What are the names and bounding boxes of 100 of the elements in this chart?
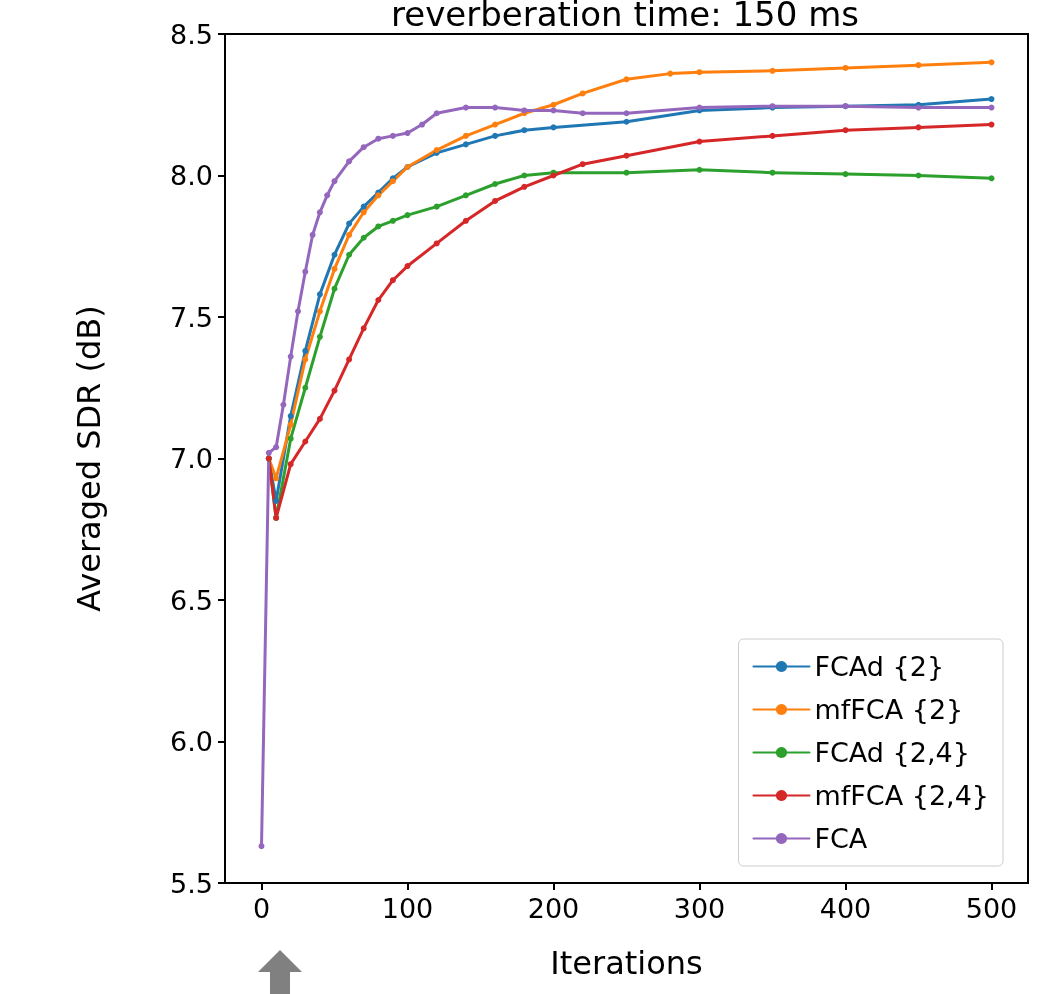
y-tick-label: 6.5 [170,584,213,616]
point [462,104,469,111]
point [915,62,922,69]
point [404,212,411,219]
point [360,234,367,241]
x-tick-label: 500 [965,893,1018,924]
point [389,132,396,139]
point [360,325,367,332]
point [492,180,499,187]
point [579,110,586,117]
x-tick-label: 300 [673,893,726,924]
point [346,231,353,238]
point [346,251,353,258]
point [324,192,331,199]
y-axis-title: Averaged SDR (dB) [70,305,108,612]
point [521,183,528,190]
point [419,121,426,128]
y-tick-label: 8.0 [170,160,213,191]
point [316,291,323,298]
point [287,435,294,442]
point [492,104,499,111]
point [389,277,396,284]
point [988,59,995,66]
point [988,104,995,111]
y-tick-label: 8.5 [170,18,213,50]
point [915,172,922,179]
point [360,209,367,216]
point [988,96,995,103]
point [433,203,440,210]
point [258,843,265,850]
legend-label: FCA [814,823,868,854]
point [346,356,353,363]
x-tick-label: 100 [381,893,434,924]
point [550,107,557,114]
point [579,161,586,168]
point [346,220,353,227]
point [360,144,367,151]
point [316,308,323,315]
point [462,141,469,148]
point [769,67,776,74]
point [375,135,382,142]
point [316,333,323,340]
point [331,251,338,258]
point [842,127,849,134]
point [346,158,353,165]
point [579,90,586,97]
point [462,217,469,224]
point [375,297,382,304]
point [331,265,338,272]
x-tick-label: 0 [252,893,271,924]
point [769,132,776,139]
point [331,387,338,394]
point [331,178,338,185]
x-axis-title: Iterations [550,944,703,982]
point [309,231,316,238]
point [273,444,280,451]
point [842,171,849,178]
point [273,475,280,482]
point [316,415,323,422]
chart-title: reverberation time: 150 ms [390,0,860,34]
point [316,209,323,216]
point [696,69,703,76]
point [273,497,280,504]
point [295,308,301,315]
point [696,166,703,173]
point [492,132,499,139]
x-tick-label: 200 [527,893,580,924]
y-tick-label: 6.0 [170,726,213,757]
point [433,240,440,247]
point [302,347,309,354]
point [521,127,528,134]
point [667,70,674,77]
point [492,197,499,204]
point [389,217,396,224]
point [280,401,287,408]
point [302,268,309,275]
y-tick-label: 7.0 [170,443,213,474]
point [265,449,272,456]
point [302,384,309,391]
y-tick-label: 5.5 [170,867,213,899]
point [696,138,703,145]
legend-label: FCAd {2,4} [814,737,970,768]
point [404,130,411,137]
point [492,121,499,128]
point [988,121,995,128]
point [404,263,411,270]
point [623,76,630,83]
point [462,132,469,139]
point [623,118,630,125]
point [842,64,849,71]
point [433,110,440,117]
point [287,353,294,360]
point [623,110,630,117]
legend-label: FCAd {2} [814,651,945,682]
x-tick-label: 400 [819,893,872,924]
point [287,413,294,420]
point [287,461,294,468]
y-tick-label: 7.5 [170,301,213,333]
legend-label: mfFCA {2} [814,694,964,725]
point [462,192,469,199]
